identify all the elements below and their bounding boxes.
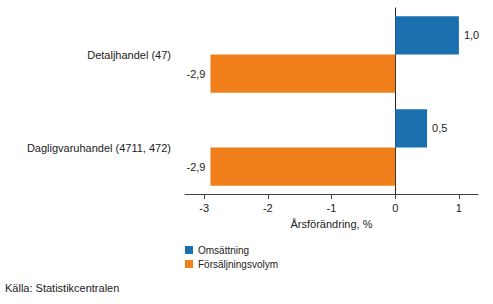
svg-text:-2: -2 xyxy=(263,202,273,214)
svg-text:0: 0 xyxy=(392,202,398,214)
svg-text:1,0: 1,0 xyxy=(464,29,479,41)
svg-text:1: 1 xyxy=(456,202,462,214)
svg-text:Årsförändring, %: Årsförändring, % xyxy=(291,218,373,230)
svg-text:-3: -3 xyxy=(199,202,209,214)
svg-text:Försäljningsvolym: Försäljningsvolym xyxy=(198,259,278,270)
svg-text:Källa: Statistikcentralen: Källa: Statistikcentralen xyxy=(5,282,119,294)
svg-text:0,5: 0,5 xyxy=(432,122,447,134)
svg-text:Dagligvaruhandel (4711, 472): Dagligvaruhandel (4711, 472) xyxy=(27,142,171,154)
svg-text:Omsättning: Omsättning xyxy=(198,245,249,256)
svg-text:Detaljhandel (47): Detaljhandel (47) xyxy=(87,49,171,61)
svg-text:-2,9: -2,9 xyxy=(187,68,206,80)
svg-text:-1: -1 xyxy=(327,202,337,214)
svg-text:-2,9: -2,9 xyxy=(187,161,206,173)
